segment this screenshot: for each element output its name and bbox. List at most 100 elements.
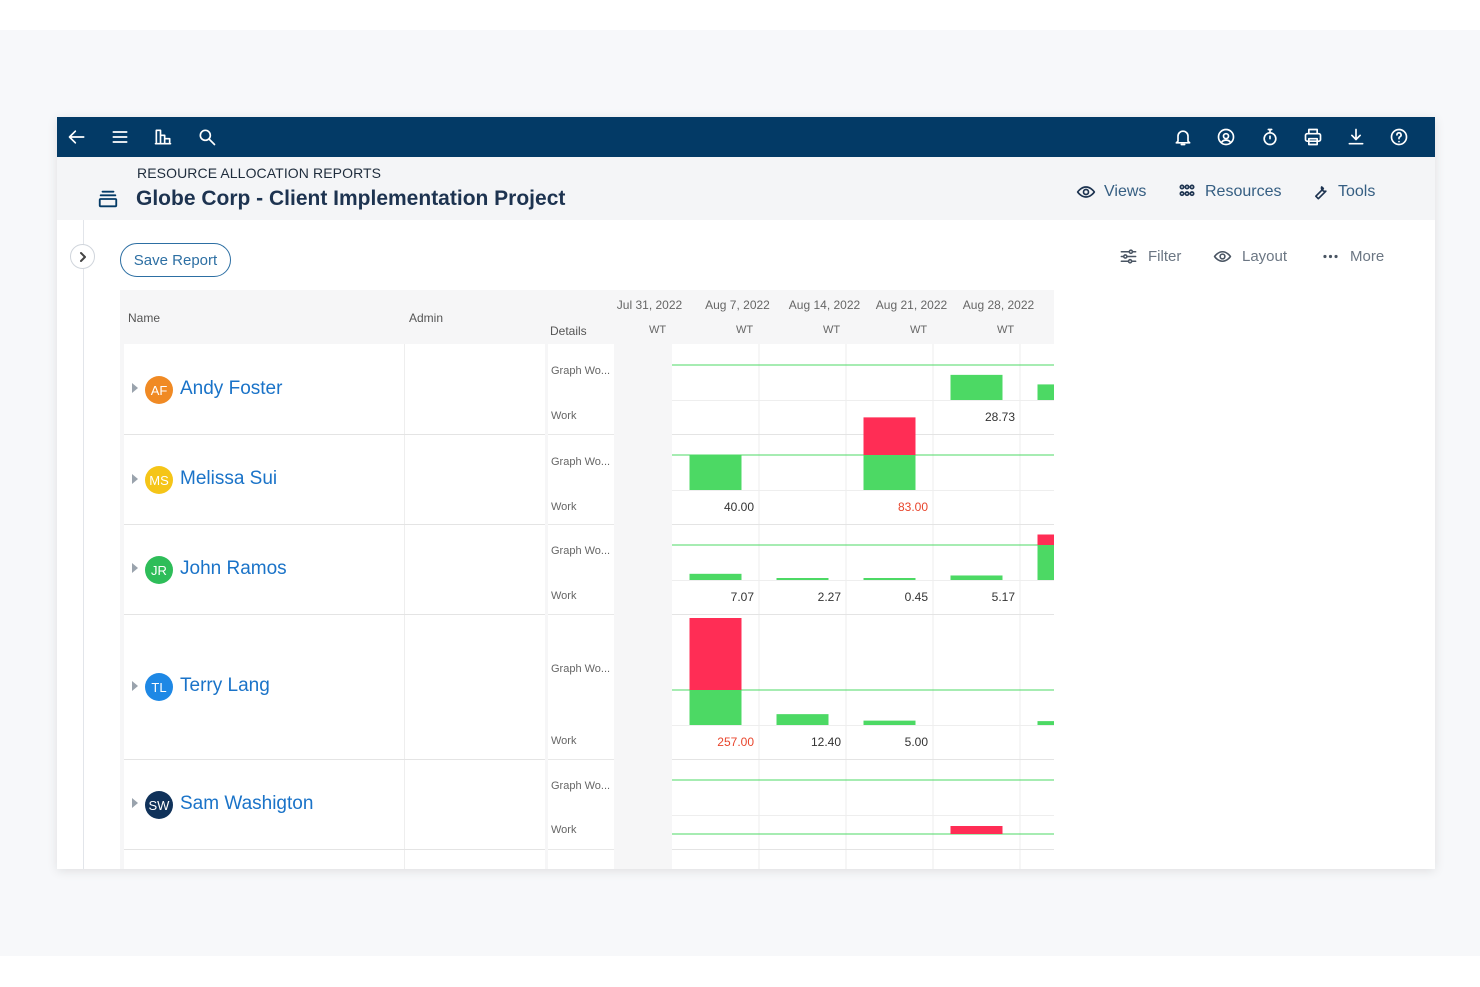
table-row: AF Andy Foster — [124, 344, 545, 435]
week-header-date: Jul 31, 2022 — [616, 298, 683, 312]
print-icon[interactable] — [1301, 125, 1325, 149]
expand-row-icon[interactable] — [132, 383, 138, 393]
filter-button[interactable]: Filter — [1119, 245, 1181, 267]
expand-row-icon[interactable] — [132, 681, 138, 691]
avatar: MS — [145, 466, 173, 494]
work-value-label: 5.17 — [992, 590, 1016, 604]
week-header-sub: WT — [909, 324, 928, 336]
help-icon[interactable] — [1387, 125, 1411, 149]
views-label: Views — [1104, 183, 1147, 200]
detail-label-work: Work — [551, 501, 577, 513]
views-button[interactable]: Views — [1076, 179, 1146, 205]
menu-icon[interactable] — [108, 125, 132, 149]
week-header-sub: WT — [648, 324, 667, 336]
side-rail — [83, 220, 84, 869]
sliders-icon — [1120, 248, 1137, 264]
layout-label: Layout — [1242, 247, 1288, 265]
col-header-details[interactable]: Details — [550, 324, 587, 338]
resource-name-link[interactable]: Melissa Sui — [180, 468, 278, 489]
search-icon[interactable] — [195, 125, 219, 149]
eye-icon — [1076, 186, 1096, 198]
week-header-date: Aug 28, 2022 — [962, 298, 1035, 312]
row-divider — [548, 759, 614, 760]
resource-name-column: AF Andy Foster MS Melissa Sui JR John Ra… — [124, 344, 545, 869]
work-bar — [863, 578, 916, 580]
week-header-date: Aug 7, 2022 — [705, 298, 770, 312]
week-header-sub: WT — [735, 324, 754, 336]
page-title: Globe Corp - Client Implementation Proje… — [136, 187, 566, 210]
avatar: JR — [145, 556, 173, 584]
work-value-label: 5.00 — [905, 735, 929, 749]
overallocation-bar — [863, 417, 916, 455]
avatar: SW — [145, 791, 173, 819]
layers-icon — [97, 188, 119, 210]
save-report-button[interactable]: Save Report — [120, 243, 231, 277]
bell-icon[interactable] — [1171, 125, 1195, 149]
week-header-date: Aug 21, 2022 — [875, 298, 948, 312]
profile-icon[interactable] — [1214, 125, 1238, 149]
admin-column-divider — [404, 344, 405, 869]
row-divider — [548, 849, 614, 850]
work-value-label: 257.00 — [717, 735, 754, 749]
work-bar — [863, 720, 916, 725]
col-header-name[interactable]: Name — [128, 311, 161, 325]
work-bar — [1037, 384, 1054, 400]
timer-icon[interactable] — [1258, 125, 1282, 149]
detail-label-work: Work — [551, 824, 577, 836]
report-header: RESOURCE ALLOCATION REPORTS Globe Corp -… — [57, 157, 1435, 220]
expand-sidebar-button[interactable] — [70, 244, 95, 269]
back-arrow-icon[interactable] — [65, 125, 89, 149]
overallocation-bar — [689, 618, 742, 690]
resource-name-link[interactable]: John Ramos — [180, 558, 287, 579]
more-label: More — [1350, 247, 1385, 265]
work-value-label: 83.00 — [898, 500, 928, 514]
more-button[interactable]: More — [1321, 245, 1384, 267]
work-bar — [689, 690, 742, 725]
detail-label-graph: Graph Wo... — [551, 365, 611, 377]
resource-name-link[interactable]: Terry Lang — [180, 675, 270, 696]
people-icon — [1179, 184, 1195, 197]
work-value-label: 0.45 — [905, 590, 929, 604]
detail-label-graph: Graph Wo... — [551, 663, 611, 675]
chart-background — [672, 344, 1054, 869]
detail-label-work: Work — [551, 410, 577, 422]
resource-name-link[interactable]: Andy Foster — [180, 378, 283, 399]
expand-row-icon[interactable] — [132, 563, 138, 573]
resources-label: Resources — [1205, 183, 1282, 200]
expand-row-icon[interactable] — [132, 474, 138, 484]
tools-label: Tools — [1338, 183, 1376, 200]
eye-icon — [1213, 250, 1232, 262]
work-value-label: 7.07 — [731, 590, 755, 604]
table-row: MS Melissa Sui — [124, 435, 545, 525]
detail-label-graph: Graph Wo... — [551, 545, 611, 557]
layout-button[interactable]: Layout — [1213, 245, 1287, 267]
detail-label-graph: Graph Wo... — [551, 780, 611, 792]
work-bar — [776, 714, 829, 725]
work-bar — [1037, 545, 1054, 580]
work-bar — [863, 455, 916, 490]
allocation-grid: Name Admin Details Jul 31, 2022 Aug 7, 2… — [120, 290, 1054, 869]
top-nav-bar — [57, 117, 1435, 157]
work-bar — [689, 573, 742, 580]
work-bar — [950, 575, 1003, 580]
row-divider — [548, 524, 614, 525]
work-value-label: 40.00 — [724, 500, 754, 514]
resources-button[interactable]: Resources — [1177, 179, 1281, 205]
week-header-sub: WT — [822, 324, 841, 336]
detail-label-work: Work — [551, 735, 577, 747]
expand-row-icon[interactable] — [132, 798, 138, 808]
resource-name-link[interactable]: Sam Washigton — [180, 793, 314, 814]
download-icon[interactable] — [1344, 125, 1368, 149]
tools-button[interactable]: Tools — [1310, 179, 1375, 205]
reports-icon[interactable] — [151, 125, 175, 149]
detail-label-work: Work — [551, 590, 577, 602]
work-bar — [776, 578, 829, 580]
week-header-date: Aug 14, 2022 — [788, 298, 861, 312]
overallocation-bar — [950, 826, 1003, 834]
row-divider — [548, 434, 614, 435]
col-header-admin[interactable]: Admin — [409, 311, 444, 325]
overallocation-bar — [1037, 534, 1054, 545]
work-value-label: 28.73 — [985, 410, 1015, 424]
chevron-right-icon — [79, 251, 86, 262]
grid-header: Name Admin Details Jul 31, 2022 Aug 7, 2… — [120, 290, 1054, 344]
